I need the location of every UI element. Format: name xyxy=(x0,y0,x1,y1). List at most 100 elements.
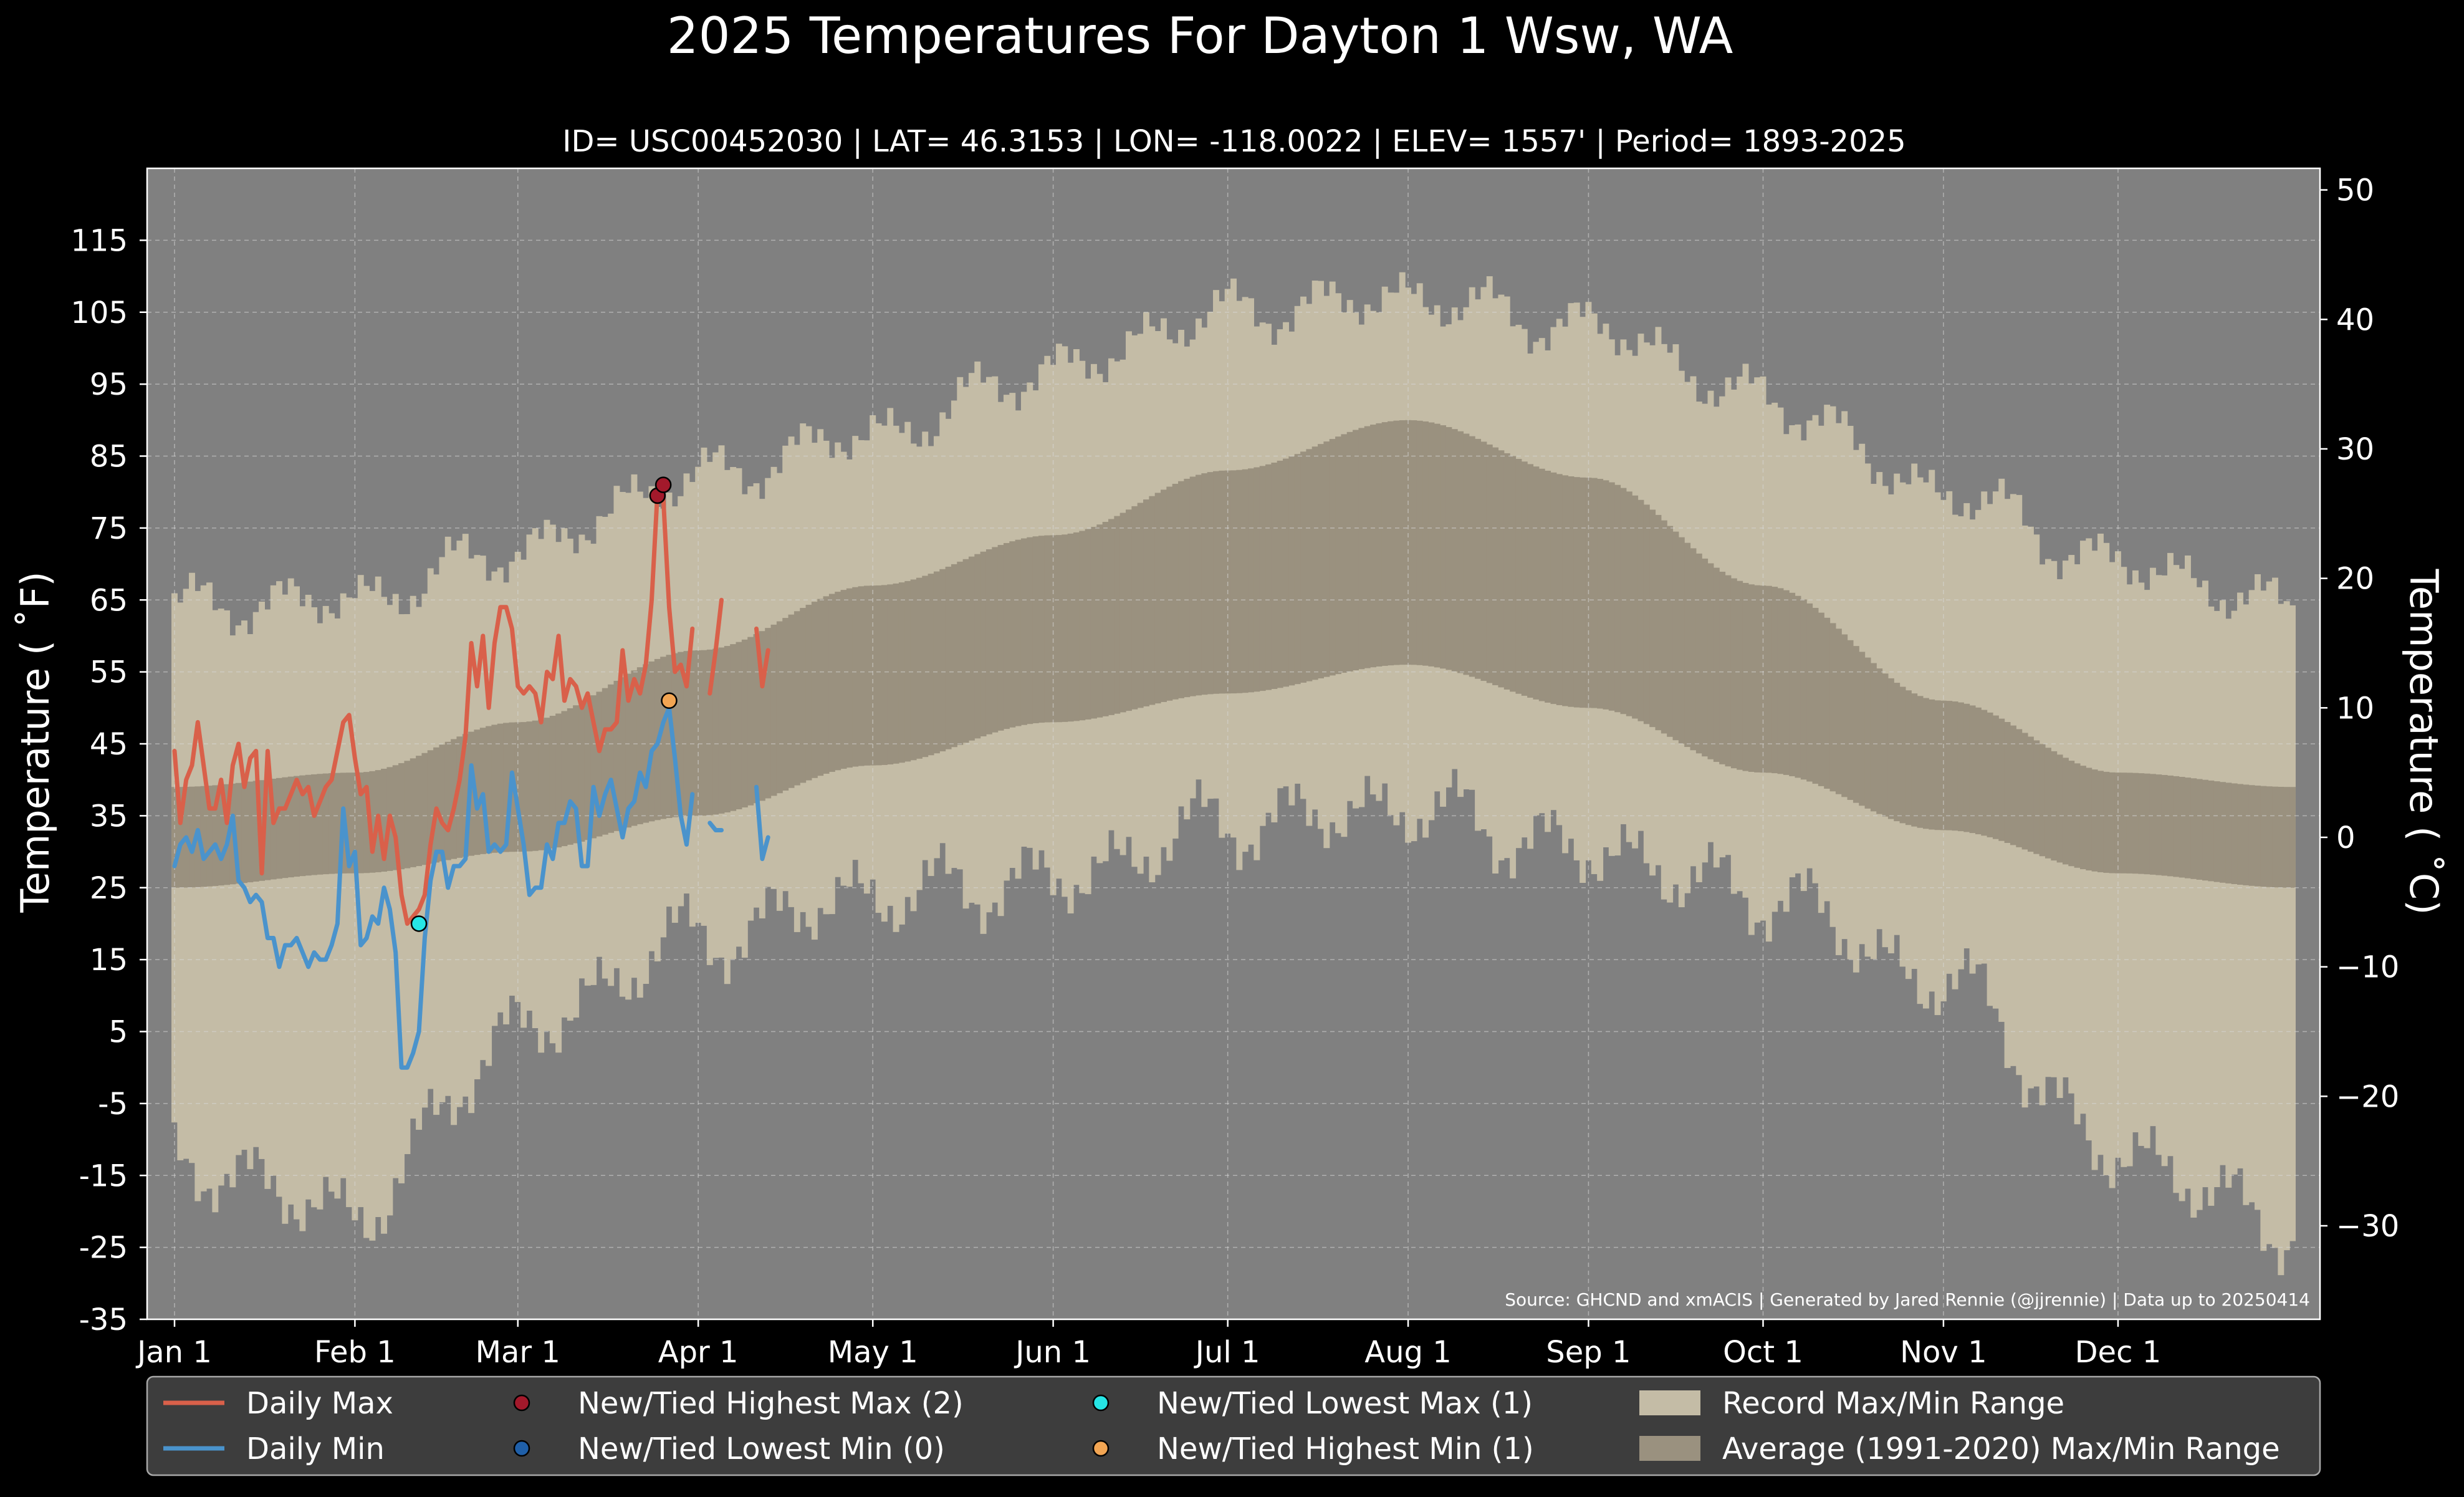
average-range-bar xyxy=(1894,683,1901,822)
average-range-bar xyxy=(846,588,853,768)
average-range-bar xyxy=(2091,769,2098,872)
y-tick-label: -35 xyxy=(79,1302,128,1337)
average-range-bar xyxy=(1085,529,1091,720)
average-range-bar xyxy=(491,724,498,853)
average-range-bar xyxy=(724,646,731,812)
average-range-bar xyxy=(1987,712,1993,837)
average-range-bar xyxy=(2056,754,2063,863)
average-range-bar xyxy=(1428,422,1435,667)
average-range-bar xyxy=(270,778,277,880)
average-range-bar xyxy=(2004,721,2011,843)
average-range-bar xyxy=(567,708,573,845)
y-tick-label: -5 xyxy=(98,1087,128,1122)
average-range-bar xyxy=(352,773,358,874)
average-range-bar xyxy=(828,594,835,772)
chart-legend: Daily Max Daily Min New/Tied Highest Max (… xyxy=(146,1375,2321,1476)
average-range-bar xyxy=(2266,786,2273,887)
average-range-bar xyxy=(287,776,294,878)
average-range-bar xyxy=(1742,582,1749,771)
average-range-bar xyxy=(1725,575,1732,767)
x-tick-label: Dec 1 xyxy=(2075,1335,2162,1370)
average-range-bar xyxy=(985,549,992,734)
x-tick-label: Sep 1 xyxy=(1546,1335,1631,1370)
average-range-bar xyxy=(823,596,830,774)
average-range-bar xyxy=(2179,776,2185,878)
average-range-bar xyxy=(1545,470,1551,703)
average-range-bar xyxy=(1137,503,1144,708)
average-range-bar xyxy=(363,772,370,874)
y-right-tick-label: 40 xyxy=(2336,302,2374,337)
average-range-bar xyxy=(1119,513,1126,713)
average-range-bar xyxy=(625,673,632,828)
average-range-bar xyxy=(1806,603,1813,782)
average-range-bar xyxy=(1364,426,1371,668)
average-range-bar xyxy=(2248,785,2255,886)
average-range-bar xyxy=(532,720,539,851)
average-range-bar xyxy=(1620,488,1627,715)
average-range-bar xyxy=(427,750,434,864)
y-right-tick-label: 10 xyxy=(2336,691,2374,726)
record-range-bar xyxy=(2179,569,2185,1201)
average-range-bar xyxy=(904,580,911,762)
y-tick-label: 25 xyxy=(90,871,128,906)
average-range-bar xyxy=(584,698,591,840)
average-range-bar xyxy=(1690,548,1697,751)
average-range-bar xyxy=(1434,423,1441,668)
average-range-bar xyxy=(788,614,795,788)
average-range-bar xyxy=(1515,458,1522,694)
average-range-bar xyxy=(1131,506,1138,710)
average-range-bar xyxy=(1381,422,1388,666)
x-tick-label: Mar 1 xyxy=(476,1335,560,1370)
average-range-bar xyxy=(689,650,696,816)
average-range-bar xyxy=(793,611,800,786)
average-range-bar xyxy=(1992,715,1999,839)
average-range-bar xyxy=(1503,453,1510,690)
average-range-bar xyxy=(282,777,289,878)
average-range-bar xyxy=(1591,478,1598,708)
y-right-tick-label: 30 xyxy=(2336,432,2374,467)
average-range-bar xyxy=(1847,640,1854,800)
average-range-bar xyxy=(549,716,556,849)
average-range-bar xyxy=(1311,446,1318,680)
average-range-bar xyxy=(2126,773,2133,874)
average-range-bar xyxy=(2202,779,2208,881)
record-range-bar xyxy=(2266,581,2273,1244)
daily-min-line xyxy=(172,705,695,1070)
average-range-bar xyxy=(881,585,888,765)
average-range-bar xyxy=(1376,423,1383,667)
average-range-bar xyxy=(1154,493,1161,704)
average-range-bar xyxy=(439,744,446,862)
average-range-bar xyxy=(805,604,812,781)
average-range-bar xyxy=(2213,781,2220,882)
record-range-bar xyxy=(224,610,230,1174)
legend-swatch-marker xyxy=(513,1440,530,1457)
average-range-bar xyxy=(2138,773,2145,874)
average-range-bar xyxy=(1388,421,1394,666)
average-range-bar xyxy=(1486,444,1493,683)
average-range-bar xyxy=(596,691,603,837)
x-tick-label: Aug 1 xyxy=(1364,1335,1452,1370)
average-range-bar xyxy=(2068,761,2075,867)
x-tick-label: Feb 1 xyxy=(314,1335,396,1370)
average-range-bar xyxy=(968,556,975,741)
y-tick-label: 65 xyxy=(90,583,128,618)
average-range-bar xyxy=(2225,782,2232,883)
y-right-tick-label: 20 xyxy=(2336,562,2374,597)
average-range-bar xyxy=(2260,786,2267,887)
average-range-bar xyxy=(573,705,580,844)
record-range-bar xyxy=(2202,580,2208,1188)
average-range-bar xyxy=(636,667,643,824)
average-range-bar xyxy=(1713,567,1720,762)
average-range-bar xyxy=(2149,774,2156,875)
average-range-bar xyxy=(1294,454,1301,685)
average-range-bar xyxy=(1265,464,1272,690)
average-range-bar xyxy=(898,582,905,763)
new-tied-highest-min-marker xyxy=(661,692,678,710)
average-range-bar xyxy=(2016,729,2023,847)
average-range-bar xyxy=(811,602,818,778)
x-tick-label: Jan 1 xyxy=(135,1335,212,1370)
average-range-bar xyxy=(671,653,678,817)
average-range-bar xyxy=(1812,607,1819,784)
average-range-bar xyxy=(561,711,568,847)
average-range-bar xyxy=(1678,537,1685,744)
